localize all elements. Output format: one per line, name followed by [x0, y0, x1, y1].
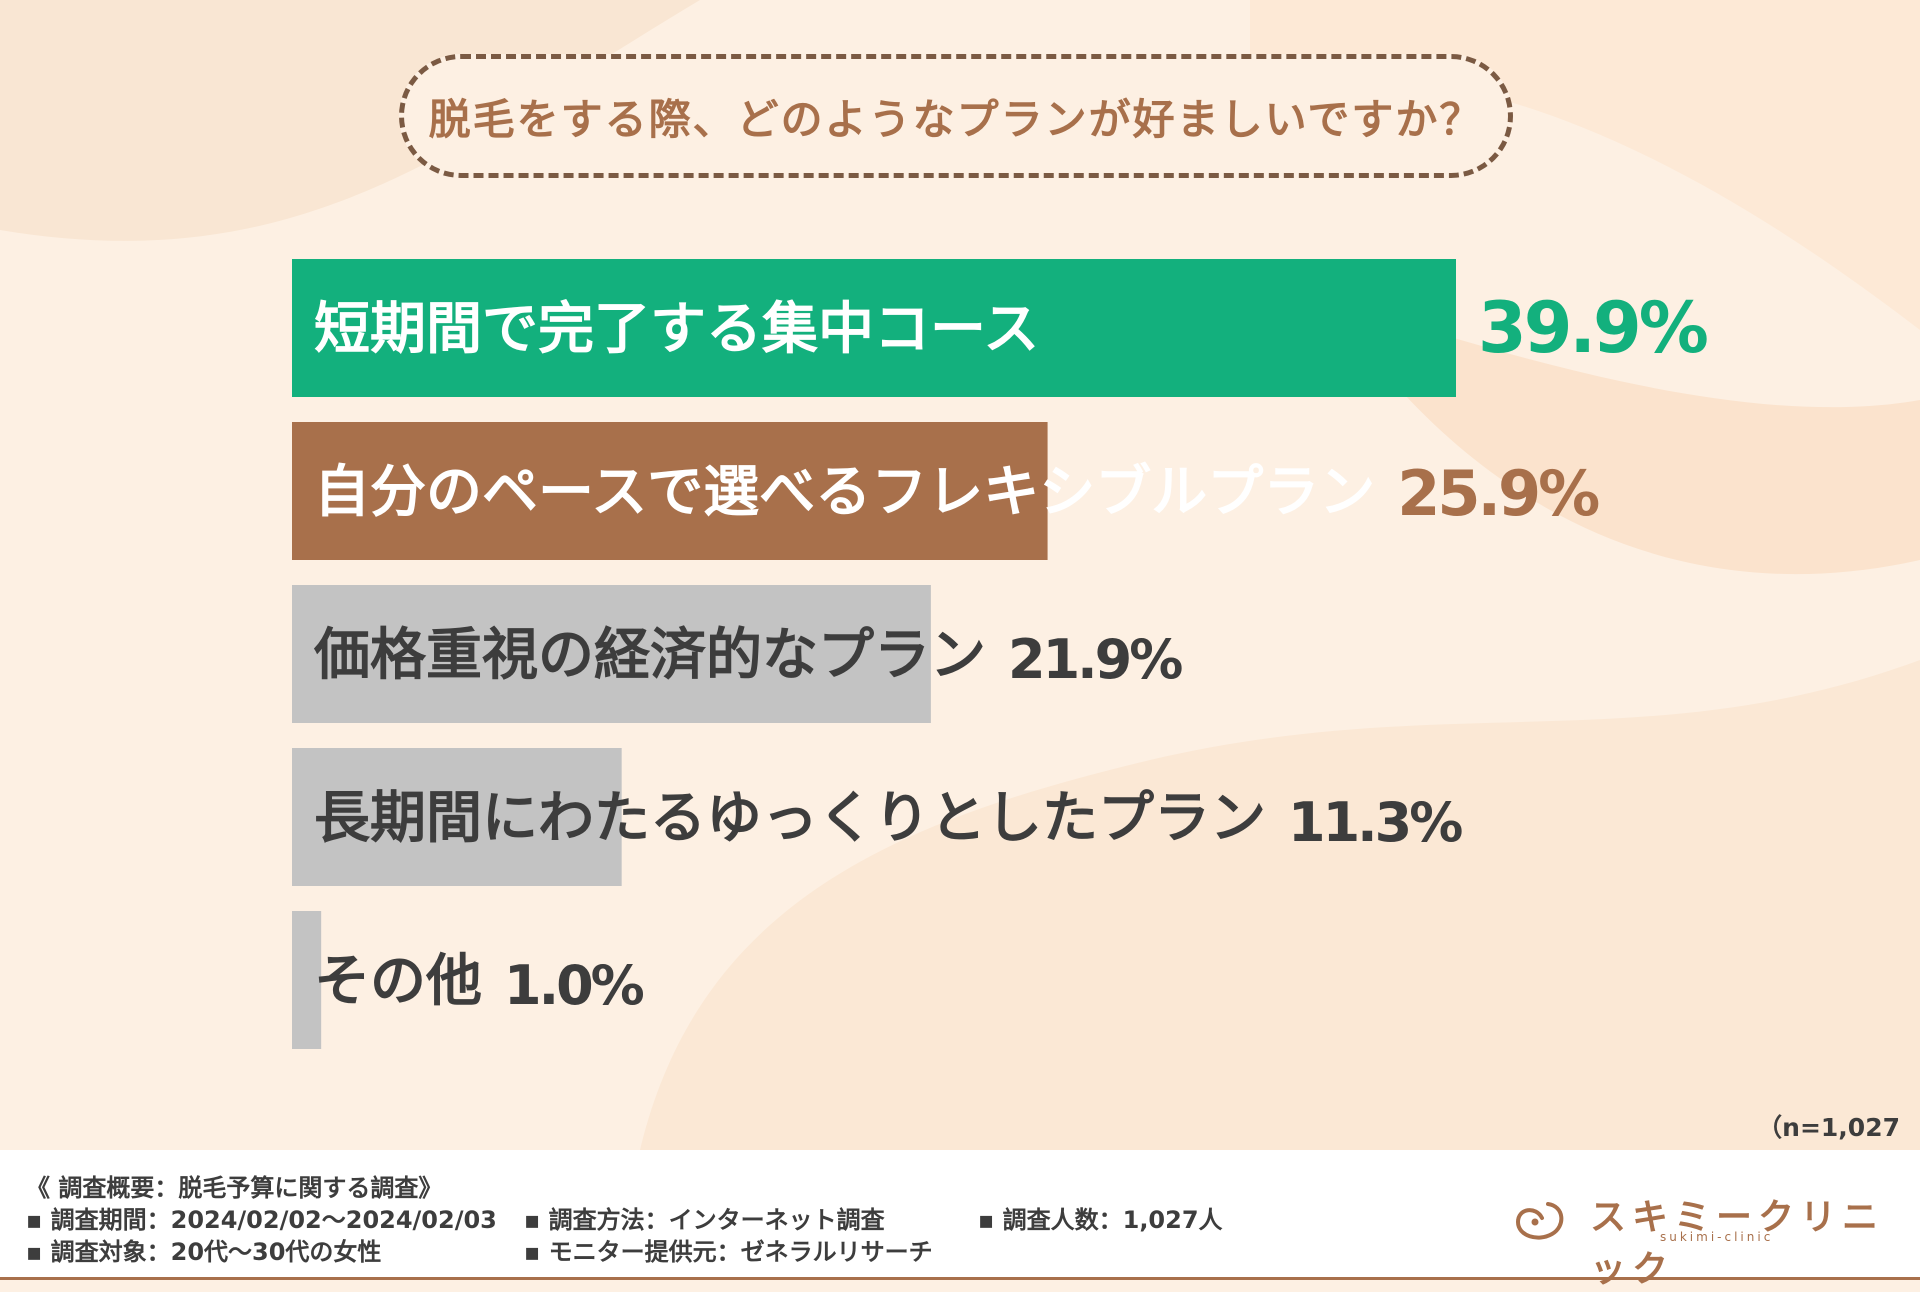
value-label-2: 21.9%	[1008, 628, 1182, 691]
value-label-3: 11.3%	[1288, 791, 1462, 854]
value-label-0: 39.9%	[1478, 287, 1707, 369]
bar-4	[292, 911, 322, 1049]
question-title-box: 脱毛をする際、どのようなプランが好ましいですか？	[399, 54, 1513, 178]
bar-label-0: 短期間で完了する集中コース	[314, 297, 1039, 362]
bar-3	[292, 748, 622, 886]
clinic-logo-subtext: sukimi-clinic	[1660, 1230, 1774, 1244]
value-label-1: 25.9%	[1397, 457, 1599, 530]
bar-0	[292, 259, 1456, 397]
survey-target: ▪ 調査対象：20代〜30代の女性	[26, 1238, 382, 1266]
bar-chart: 短期間で完了する集中コース 39.9% 自分のペースで選べるフレキシブルプラン 25.…	[292, 259, 1710, 1049]
question-title: 脱毛をする際、どのようなプランが好ましいですか？	[428, 94, 1484, 144]
survey-count: ▪ 調査人数：1,027人	[978, 1206, 1223, 1234]
bar-label-3: 長期間にわたるゆっくりとしたプラン	[314, 786, 1266, 851]
bar-label-1: 自分のペースで選べるフレキシブルプラン	[314, 460, 1375, 525]
bar-label-4: その他	[314, 949, 482, 1014]
value-label-4: 1.0%	[504, 954, 644, 1017]
survey-method: ▪ 調査方法：インターネット調査	[524, 1206, 885, 1234]
survey-period: ▪ 調査期間：2024/02/02〜2024/02/03	[26, 1206, 497, 1234]
sukimi-logo-mark-icon	[1515, 1202, 1564, 1240]
survey-provider: ▪ モニター提供元：ゼネラルリサーチ	[524, 1238, 933, 1266]
survey-footer: 《 調査概要：脱毛予算に関する調査》 ▪ 調査期間：2024/02/02〜202…	[0, 1150, 1920, 1280]
bar-2	[292, 585, 931, 723]
survey-heading: 《 調査概要：脱毛予算に関する調査》	[26, 1174, 443, 1202]
bar-1	[292, 422, 1048, 560]
bar-label-2: 価格重視の経済的なプラン	[313, 623, 986, 688]
